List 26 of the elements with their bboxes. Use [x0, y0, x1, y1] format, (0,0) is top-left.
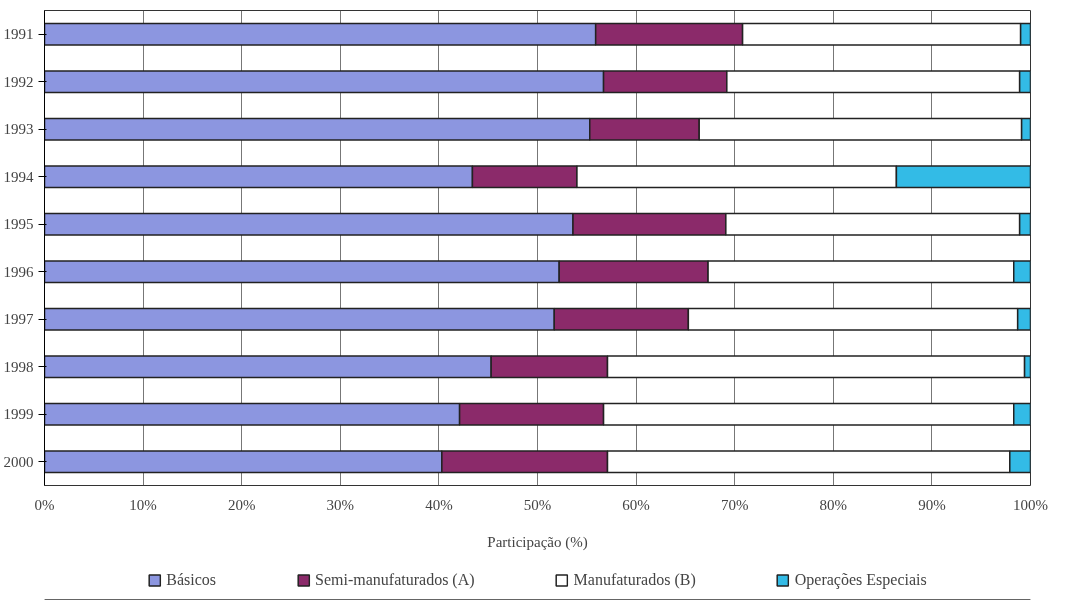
y-tick-label: 1996: [3, 263, 34, 280]
x-axis-title: Participação (%): [487, 533, 588, 551]
x-tick-label: 90%: [918, 496, 946, 513]
x-tick-label: 0%: [34, 496, 55, 513]
y-tick-label: 1993: [3, 121, 34, 138]
x-tick-label: 70%: [720, 496, 749, 513]
legend-label: Básicos: [166, 571, 217, 589]
y-tick-label: 1998: [3, 358, 34, 375]
x-tick-label: 100%: [1013, 496, 1048, 513]
x-tick-label: 80%: [819, 496, 848, 513]
y-tick-label: 1994: [3, 168, 34, 185]
y-tick-label: 2000: [3, 453, 34, 470]
y-tick-label: 1992: [3, 73, 34, 90]
y-tick-label: 1995: [3, 216, 34, 233]
x-tick-label: 60%: [622, 496, 650, 513]
x-tick-label: 50%: [523, 496, 552, 513]
x-tick-label: 40%: [425, 496, 453, 513]
x-tick-label: 20%: [227, 496, 256, 513]
y-tick-label: 1999: [3, 406, 34, 423]
y-tick-label: 1991: [3, 26, 34, 43]
y-tick-label: 1997: [3, 311, 34, 328]
legend-label: Operações Especiais: [794, 571, 927, 589]
x-tick-label: 30%: [326, 496, 355, 513]
legend-label: Semi-manufaturados (A): [315, 571, 475, 589]
x-tick-label: 10%: [129, 496, 157, 513]
legend-label: Manufaturados (B): [573, 571, 696, 589]
